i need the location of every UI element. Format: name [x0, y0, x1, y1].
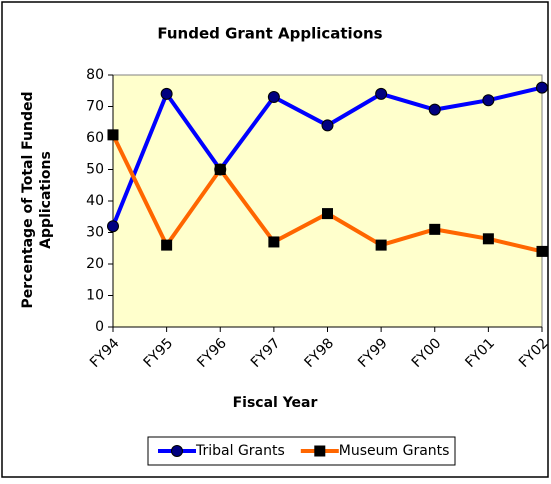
data-point [482, 94, 495, 107]
data-point [482, 233, 494, 245]
y-tick-label: 50 [86, 162, 104, 178]
data-point [107, 220, 119, 233]
y-tick-label: 70 [86, 99, 104, 115]
y-tick-label: 40 [86, 193, 104, 209]
x-axis-title: Fiscal Year [233, 395, 318, 411]
data-point [214, 164, 226, 175]
data-point [322, 208, 333, 220]
data-point [428, 103, 441, 116]
y-tick-label: 60 [86, 130, 104, 146]
data-point [429, 223, 441, 235]
y-tick-label: 10 [86, 288, 104, 304]
legend-marker [314, 445, 326, 457]
data-point [321, 119, 334, 132]
data-point [267, 91, 280, 104]
data-point [375, 87, 388, 100]
y-axis-title: Percentage of Total Funded [20, 92, 36, 309]
y-tick-label: 30 [86, 225, 104, 241]
legend-box [147, 436, 456, 466]
y-axis-title: Applications [38, 151, 54, 249]
data-point [107, 129, 119, 141]
y-tick-label: 0 [95, 319, 104, 335]
chart-title: Funded Grant Applications [157, 25, 382, 43]
y-tick-label: 20 [86, 256, 104, 272]
data-point [536, 245, 548, 257]
legend-label: Tribal Grants [195, 443, 285, 459]
data-point [161, 239, 173, 251]
legend-marker [171, 445, 183, 457]
data-point [160, 87, 173, 100]
legend-label: Museum Grants [339, 443, 450, 459]
y-tick-label: 80 [86, 67, 104, 83]
plot-area [112, 74, 543, 328]
data-point [268, 236, 280, 248]
data-point [375, 239, 387, 251]
data-point [536, 81, 548, 94]
